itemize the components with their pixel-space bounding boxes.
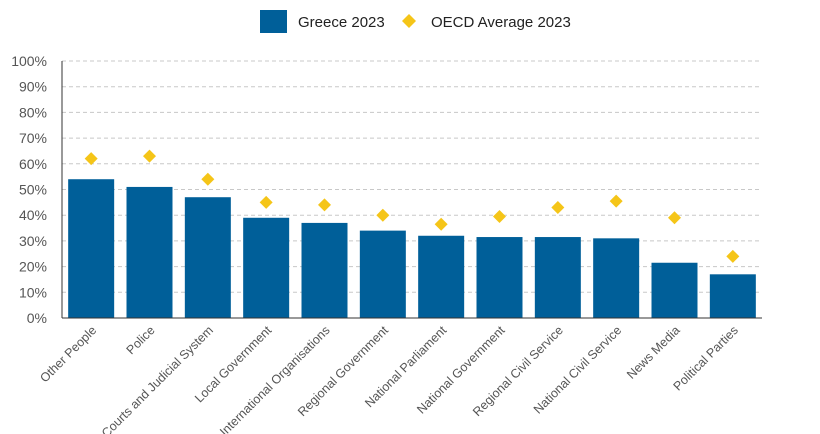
- oecd-marker: [201, 172, 215, 186]
- oecd-marker: [493, 209, 506, 223]
- oecd-marker: [551, 200, 565, 214]
- y-tick-label: 100%: [11, 53, 47, 69]
- bar: [126, 186, 173, 318]
- y-axis-ticks: 0% 10% 20% 30% 40% 50% 60% 70% 80% 90% 100%: [11, 53, 47, 326]
- legend-label-oecd: OECD Average 2023: [431, 14, 571, 31]
- y-tick-label: 70%: [19, 130, 47, 146]
- y-tick-label: 40%: [19, 207, 47, 223]
- bar: [593, 238, 640, 318]
- bars: [68, 179, 756, 318]
- oecd-marker: [259, 195, 273, 209]
- markers: [84, 149, 740, 263]
- bar: [418, 235, 465, 318]
- oecd-marker: [84, 152, 98, 166]
- oecd-marker: [376, 208, 390, 222]
- x-tick-label: Other People: [37, 323, 99, 385]
- y-tick-label: 50%: [19, 182, 47, 198]
- bar: [651, 262, 698, 318]
- bar: [301, 222, 348, 318]
- y-tick-label: 10%: [19, 284, 47, 300]
- bar: [709, 274, 756, 318]
- legend-label-greece: Greece 2023: [298, 14, 385, 31]
- oecd-marker: [434, 217, 448, 231]
- y-tick-label: 20%: [19, 259, 47, 275]
- grid: [62, 60, 762, 293]
- oecd-marker: [609, 194, 623, 208]
- oecd-marker: [668, 211, 681, 225]
- x-tick-label: Police: [124, 323, 158, 357]
- bar: [184, 197, 231, 318]
- y-tick-label: 0%: [27, 310, 47, 326]
- axes: [61, 61, 762, 319]
- x-tick-label: News Media: [624, 323, 683, 382]
- bar: [243, 217, 290, 318]
- legend-swatch-greece: [260, 10, 287, 33]
- x-tick-label: International Organisations: [217, 323, 333, 434]
- x-tick-label: Courts and Judicial System: [99, 323, 216, 434]
- y-tick-label: 90%: [19, 79, 47, 95]
- y-tick-label: 30%: [19, 233, 47, 249]
- oecd-marker: [143, 149, 156, 163]
- bar: [359, 230, 406, 318]
- bar: [68, 179, 115, 318]
- oecd-marker: [726, 249, 740, 263]
- bar: [534, 237, 581, 318]
- y-tick-label: 60%: [19, 156, 47, 172]
- oecd-marker: [318, 198, 331, 212]
- bar: [476, 237, 523, 318]
- legend: Greece 2023 OECD Average 2023: [260, 10, 571, 33]
- legend-swatch-oecd: [402, 14, 416, 28]
- y-tick-label: 80%: [19, 104, 47, 120]
